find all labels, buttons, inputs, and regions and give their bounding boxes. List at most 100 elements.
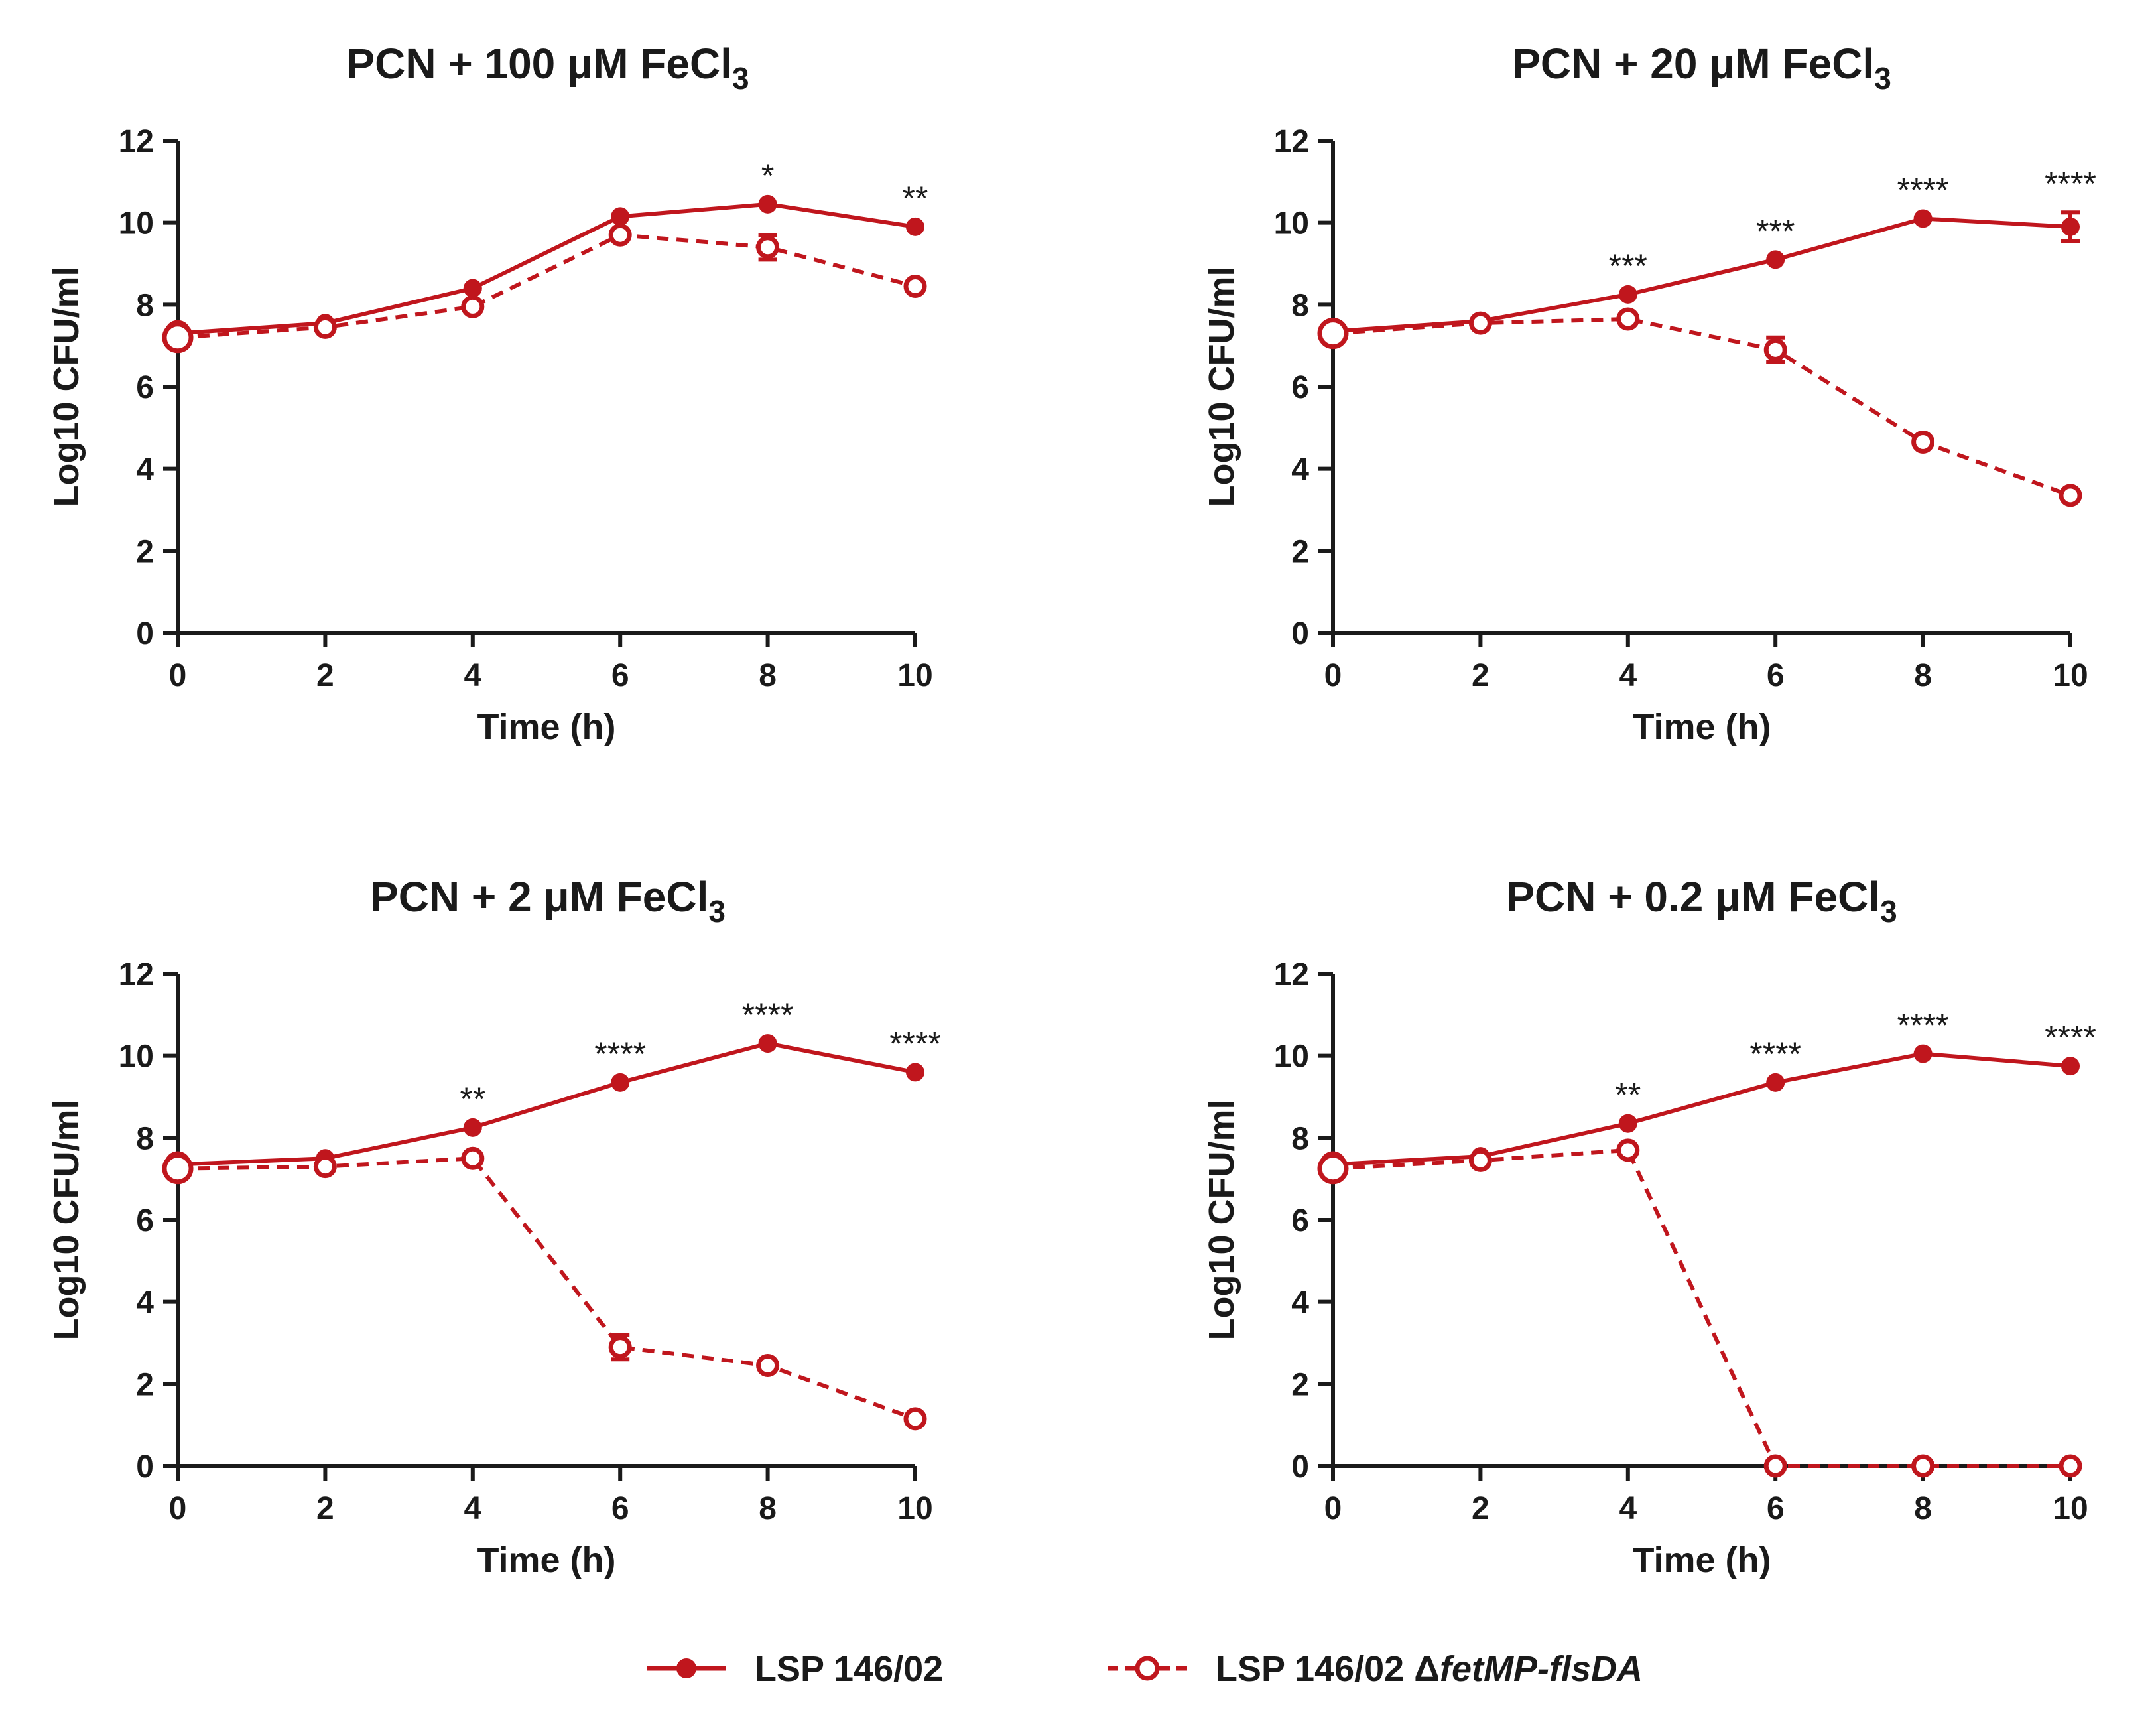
- y-tick-label: 0: [136, 1449, 154, 1485]
- chart-panel-3: PCN + 2 μM FeCl3 0 2 4 6 8 10 12 0 2 4 6 8 10 Time (h)…: [46, 873, 941, 1580]
- legend-label-wildtype: LSP 146/02: [755, 1649, 943, 1689]
- series-mutant: [1317, 307, 2082, 507]
- data-point-wildtype: [906, 1063, 924, 1082]
- y-tick-label: 12: [1274, 957, 1309, 992]
- series-wildtype: [164, 194, 924, 347]
- x-tick-label: 4: [1619, 658, 1637, 693]
- data-point-wildtype: [758, 1034, 777, 1053]
- series-line-wildtype: [1332, 216, 2071, 334]
- data-point-mutant: [2059, 484, 2082, 507]
- x-tick-label: 2: [1472, 658, 1490, 693]
- y-tick-label: 4: [1291, 1286, 1309, 1321]
- significance-label: **: [1615, 1077, 1641, 1114]
- data-point-wildtype: [906, 217, 924, 236]
- data-point-mutant: [461, 1146, 485, 1170]
- x-tick-label: 6: [611, 658, 629, 693]
- data-point-mutant: [1911, 1454, 1935, 1478]
- chart-panel-4: PCN + 0.2 μM FeCl3 0 2 4 6 8 10 12 0 2 4 6 8 10 Time (…: [1202, 873, 2096, 1580]
- legend-item-mutant: LSP 146/02 ΔfetMP-flsDA: [1108, 1649, 1643, 1689]
- y-tick-label: 6: [1291, 370, 1309, 405]
- legend-label-mutant: LSP 146/02 ΔfetMP-flsDA: [1216, 1649, 1643, 1689]
- y-tick-label: 8: [1291, 1121, 1309, 1156]
- y-tick-label: 6: [136, 1203, 154, 1238]
- significance-label: ****: [2045, 165, 2096, 202]
- data-point-wildtype: [2061, 217, 2080, 236]
- data-point-wildtype: [1913, 209, 1933, 228]
- legend-item-wildtype: LSP 146/02: [647, 1649, 943, 1689]
- x-axis-label: Time (h): [477, 707, 615, 747]
- data-point-wildtype: [463, 1118, 482, 1137]
- legend-marker-mutant: [1135, 1656, 1160, 1681]
- data-point-mutant: [2059, 1454, 2082, 1478]
- x-tick-label: 10: [897, 658, 932, 693]
- x-tick-label: 0: [169, 1491, 187, 1526]
- y-axis-label: Log10 CFU/ml: [46, 266, 86, 507]
- series-line-wildtype: [177, 1041, 916, 1167]
- y-tick-label: 2: [1291, 534, 1309, 569]
- legend-marker-wildtype: [676, 1658, 696, 1678]
- chart-title: PCN + 100 μM FeCl3: [346, 40, 749, 96]
- significance-label: ***: [1756, 212, 1795, 249]
- x-tick-label: 4: [464, 658, 481, 693]
- data-point-wildtype: [1618, 1114, 1637, 1133]
- data-point-wildtype: [1913, 1044, 1933, 1063]
- data-point-wildtype: [611, 1073, 630, 1092]
- chart-title-main: PCN + 100 μM FeCl: [346, 40, 732, 88]
- data-point-mutant: [1468, 311, 1492, 335]
- data-point-mutant: [608, 223, 632, 247]
- y-tick-label: 8: [1291, 288, 1309, 323]
- significance-label: **: [903, 180, 928, 217]
- y-tick-label: 8: [136, 288, 154, 323]
- x-tick-label: 6: [611, 1491, 629, 1526]
- chart-title-main: PCN + 0.2 μM FeCl: [1506, 873, 1880, 921]
- data-point-mutant: [608, 1335, 632, 1359]
- data-point-wildtype: [463, 279, 482, 298]
- x-tick-label: 10: [897, 1491, 932, 1526]
- data-point-mutant: [313, 315, 337, 339]
- data-point-mutant: [1763, 1454, 1787, 1478]
- x-tick-label: 0: [169, 658, 187, 693]
- data-point-mutant: [756, 1354, 780, 1378]
- x-tick-label: 0: [1324, 1491, 1342, 1526]
- data-point-mutant: [313, 1155, 337, 1179]
- x-tick-label: 2: [316, 1491, 334, 1526]
- data-point-mutant: [1317, 1153, 1349, 1185]
- x-tick-label: 2: [316, 658, 334, 693]
- y-tick-label: 10: [119, 1039, 154, 1075]
- y-tick-label: 2: [136, 534, 154, 569]
- data-point-wildtype: [1766, 250, 1785, 269]
- chart-title-subscript: 3: [732, 61, 749, 96]
- series-mutant: [162, 223, 927, 354]
- legend: LSP 146/02 LSP 146/02 ΔfetMP-flsDA: [647, 1649, 1643, 1689]
- data-point-mutant: [1763, 338, 1787, 362]
- y-tick-label: 0: [136, 616, 154, 651]
- data-point-mutant: [1911, 430, 1935, 454]
- x-tick-label: 8: [1914, 658, 1932, 693]
- data-point-mutant: [162, 322, 194, 354]
- x-tick-label: 8: [1914, 1491, 1932, 1526]
- y-tick-label: 10: [1274, 206, 1309, 241]
- x-tick-label: 4: [1619, 1491, 1637, 1526]
- chart-title: PCN + 0.2 μM FeCl3: [1506, 873, 1897, 929]
- x-tick-label: 0: [1324, 658, 1342, 693]
- x-tick-label: 2: [1472, 1491, 1490, 1526]
- significance-label: **: [460, 1081, 485, 1118]
- y-tick-label: 2: [136, 1367, 154, 1402]
- chart-panel-1: PCN + 100 μM FeCl3 0 2 4 6 8 10 12 0 2 4 6 8 10 Time (…: [46, 40, 933, 747]
- y-tick-label: 6: [1291, 1203, 1309, 1238]
- y-tick-label: 2: [1291, 1367, 1309, 1402]
- significance-label: ****: [742, 996, 794, 1033]
- significance-label: ***: [1609, 247, 1647, 285]
- chart-title-subscript: 3: [1874, 61, 1891, 96]
- x-axis-label: Time (h): [477, 1540, 615, 1580]
- significance-label: ****: [889, 1025, 941, 1062]
- x-axis-label: Time (h): [1632, 707, 1771, 747]
- series-line-mutant: [1332, 1148, 2070, 1468]
- series-line-wildtype: [1332, 1051, 2071, 1167]
- x-tick-label: 10: [2053, 1491, 2088, 1526]
- y-tick-label: 8: [136, 1121, 154, 1156]
- y-axis-label: Log10 CFU/ml: [46, 1099, 86, 1340]
- y-axis-label: Log10 CFU/ml: [1202, 266, 1241, 507]
